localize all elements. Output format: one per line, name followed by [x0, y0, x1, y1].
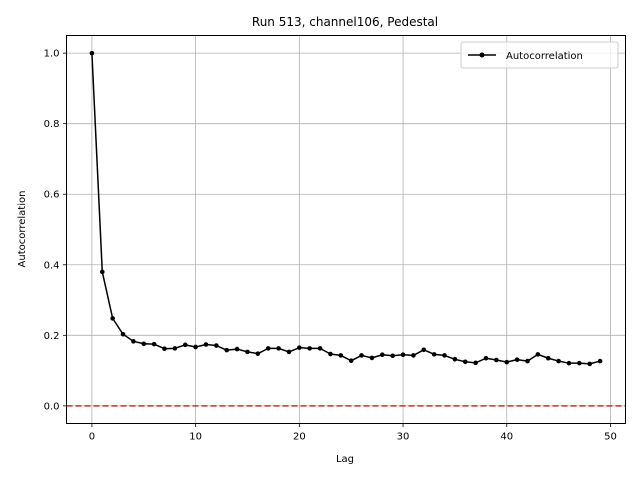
- data-point: [338, 353, 344, 358]
- data-point: [193, 344, 198, 350]
- x-tick-label: 20: [293, 432, 306, 443]
- data-point: [566, 360, 572, 366]
- data-point: [577, 360, 582, 366]
- data-point: [224, 347, 230, 353]
- data-point: [411, 353, 416, 358]
- legend: Autocorrelation: [460, 41, 619, 69]
- data-point: [151, 341, 157, 347]
- data-point: [234, 346, 240, 352]
- y-tick-label: 0.8: [44, 119, 60, 130]
- data-point: [504, 359, 510, 365]
- data-point: [131, 339, 136, 344]
- data-point: [265, 346, 271, 351]
- data-point: [473, 360, 478, 366]
- y-tick-label: 0.0: [44, 401, 60, 412]
- data-point: [442, 353, 447, 358]
- data-point: [255, 351, 261, 356]
- data-point: [276, 346, 281, 351]
- data-point: [369, 355, 375, 361]
- x-axis-label: Lag: [336, 454, 354, 465]
- x-tick-label: 0: [89, 432, 95, 443]
- data-point: [597, 358, 603, 364]
- data-point: [214, 343, 219, 348]
- series-layer: [89, 50, 603, 367]
- data-point: [421, 347, 427, 353]
- x-tick-label: 40: [500, 432, 513, 443]
- data-point: [203, 342, 209, 347]
- x-tick-label: 50: [604, 432, 617, 443]
- data-point: [431, 352, 437, 357]
- data-point: [514, 357, 520, 362]
- data-point: [587, 361, 593, 367]
- data-point: [141, 341, 147, 347]
- data-point: [286, 349, 292, 355]
- data-point: [182, 342, 188, 348]
- y-tick-label: 1.0: [44, 49, 60, 60]
- data-point: [307, 346, 313, 351]
- data-point: [525, 358, 530, 364]
- y-tick-label: 0.6: [44, 190, 60, 201]
- data-point: [359, 353, 364, 358]
- y-axis-label: Autocorrelation: [17, 191, 28, 268]
- x-tick-label: 10: [189, 432, 202, 443]
- data-point: [348, 358, 354, 364]
- legend-marker-sample: [479, 52, 485, 58]
- data-point: [379, 352, 385, 358]
- data-point: [462, 359, 468, 365]
- data-point: [110, 316, 115, 321]
- data-point: [390, 353, 395, 359]
- data-point: [535, 352, 541, 357]
- data-point: [452, 357, 458, 362]
- data-point: [99, 269, 105, 275]
- data-point: [494, 357, 499, 363]
- data-point: [245, 349, 250, 355]
- data-point: [89, 50, 95, 56]
- data-point: [317, 346, 323, 351]
- data-point: [328, 351, 333, 357]
- plot-frame: [66, 35, 626, 424]
- data-point: [297, 345, 302, 350]
- data-point: [545, 355, 551, 361]
- y-tick-label: 0.2: [44, 331, 60, 342]
- legend-box: [460, 41, 619, 69]
- chart-title: Run 513, channel106, Pedestal: [252, 15, 438, 29]
- x-tick-label: 30: [397, 432, 410, 443]
- data-point: [162, 346, 167, 352]
- data-point: [483, 355, 489, 361]
- data-point: [400, 352, 406, 358]
- legend-label: Autocorrelation: [506, 51, 583, 62]
- data-point: [556, 358, 561, 364]
- y-axis: 0.0 0.2 0.4 0.6 0.8 1.0: [44, 49, 67, 412]
- data-point: [120, 331, 126, 337]
- x-axis: 0 10 20 30 40 50: [89, 423, 617, 443]
- y-tick-label: 0.4: [44, 260, 60, 271]
- data-point: [172, 346, 178, 351]
